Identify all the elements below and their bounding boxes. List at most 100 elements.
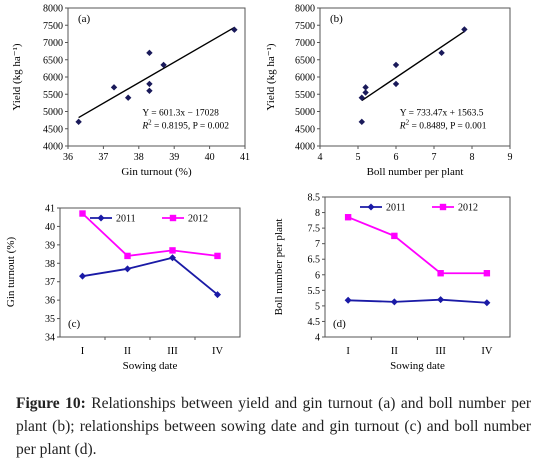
panel-a: 4000 4500 5000 5500 6000 6500 7000 7500 8000 36 37… <box>11 4 250 179</box>
data-point <box>437 296 445 304</box>
regression-stats: R2 = 0.8195, P = 0.002 <box>141 119 229 132</box>
y-tick-label: 7000 <box>43 38 63 49</box>
y-tick-label: 8000 <box>43 4 63 15</box>
x-tick-label: 37 <box>98 152 108 163</box>
x-tick-label: IV <box>481 346 492 357</box>
data-point <box>391 232 398 240</box>
x-tick-label: IV <box>212 346 223 357</box>
data-point <box>169 247 176 254</box>
x-tick-label: 36 <box>63 152 73 163</box>
y-tick-label: 7000 <box>295 38 315 49</box>
data-point <box>124 252 131 260</box>
data-point <box>231 26 238 33</box>
y-tick-label: 41 <box>45 204 55 215</box>
regression-stats-values: = 0.8195, P = 0.002 <box>152 122 230 132</box>
data-point <box>146 87 153 94</box>
y-tick-label: 40 <box>45 222 55 233</box>
data-point <box>483 270 491 277</box>
data-point <box>438 49 445 57</box>
y-tick-label: 5500 <box>43 90 63 101</box>
y-tick-label: 5000 <box>295 107 315 118</box>
y-tick-label: 5 <box>315 301 320 312</box>
data-point <box>146 80 153 88</box>
y-tick-label: 7 <box>315 239 320 250</box>
r-squared-symbol: R <box>399 122 406 132</box>
y-tick-label: 37 <box>45 277 55 288</box>
data-point <box>358 94 365 101</box>
x-tick-label: I <box>81 346 85 357</box>
y-tick-label: 4000 <box>43 142 63 153</box>
panel-b: 4000 4500 5000 5500 6000 6500 7000 7500 8000 4 5 6 7… <box>265 4 513 179</box>
series-line <box>348 298 487 304</box>
y-tick-label: 8 <box>315 208 320 219</box>
x-tick-label: III <box>435 346 446 357</box>
y-tick-label: 6000 <box>295 73 315 84</box>
legend-marker <box>169 214 177 222</box>
x-axis-title: Sowing date <box>123 360 178 372</box>
legend-label: 2011 <box>116 214 136 225</box>
data-point <box>75 118 82 126</box>
series-line <box>347 216 487 275</box>
legend-marker <box>367 203 375 211</box>
legend-label: 2012 <box>458 203 478 214</box>
data-point <box>214 291 221 299</box>
r-squared-symbol: R <box>141 122 148 132</box>
x-tick-label: II <box>391 346 398 357</box>
regression-equation: Y = 733.47x + 1563.5 <box>400 109 484 119</box>
legend-label: 2012 <box>188 214 208 225</box>
series-2011 <box>344 296 491 307</box>
panel-label: (b) <box>330 13 343 25</box>
r-squared-exponent: 2 <box>148 119 152 127</box>
y-tick-label: 5000 <box>43 107 63 118</box>
y-tick-label: 4500 <box>295 124 315 135</box>
y-axis-title: Boll number per plant <box>273 219 285 316</box>
y-tick-label: 4000 <box>295 142 315 153</box>
series-2011 <box>79 254 221 299</box>
data-point <box>437 270 444 277</box>
y-tick-label: 5500 <box>295 90 315 101</box>
y-tick-label: 6000 <box>43 73 63 84</box>
x-tick-label: 40 <box>205 152 215 163</box>
y-tick-label: 7500 <box>43 21 63 32</box>
data-point <box>392 61 400 69</box>
plot-frame <box>324 196 511 338</box>
y-tick-label: 8000 <box>295 4 315 15</box>
regression-stats-values: = 0.8489, P = 0.001 <box>409 122 487 132</box>
r-squared-exponent: 2 <box>406 119 410 127</box>
panel-label: (d) <box>333 318 346 330</box>
panel-label: (c) <box>68 318 81 330</box>
x-axis-title: Sowing date <box>390 360 445 372</box>
y-axis-title: Yield (kg ha⁻¹) <box>265 43 277 110</box>
data-point <box>214 252 221 260</box>
y-tick-label: 7.5 <box>308 224 321 235</box>
y-tick-label: 38 <box>45 259 55 270</box>
x-tick-label: 8 <box>470 152 475 163</box>
data-point <box>146 49 153 57</box>
series-line <box>82 256 219 296</box>
y-tick-label: 4 <box>315 333 320 344</box>
data-point <box>79 210 86 217</box>
x-tick-label: 6 <box>394 152 399 163</box>
x-tick-label: 39 <box>169 152 179 163</box>
legend: 2011 2012 <box>360 203 478 214</box>
data-point <box>344 296 352 304</box>
data-point <box>169 254 176 262</box>
y-tick-label: 34 <box>45 333 55 344</box>
y-tick-label: 6.5 <box>308 255 321 266</box>
x-tick-label: I <box>346 346 350 357</box>
data-point <box>362 89 369 96</box>
regression-stats: R2 = 0.8489, P = 0.001 <box>399 119 487 132</box>
series-2012 <box>344 214 491 277</box>
y-axis-title: Gin turnout (%) <box>5 237 17 308</box>
x-tick-label: 38 <box>134 152 144 163</box>
x-axis-title: Boll number per plant <box>367 166 464 178</box>
data-point <box>390 298 398 306</box>
regression-equation: Y = 601.3x − 17028 <box>142 109 219 119</box>
x-tick-label: 7 <box>432 152 437 163</box>
data-point <box>392 80 400 88</box>
data-point <box>344 214 352 221</box>
y-tick-label: 35 <box>45 314 55 325</box>
data-point <box>160 61 167 69</box>
